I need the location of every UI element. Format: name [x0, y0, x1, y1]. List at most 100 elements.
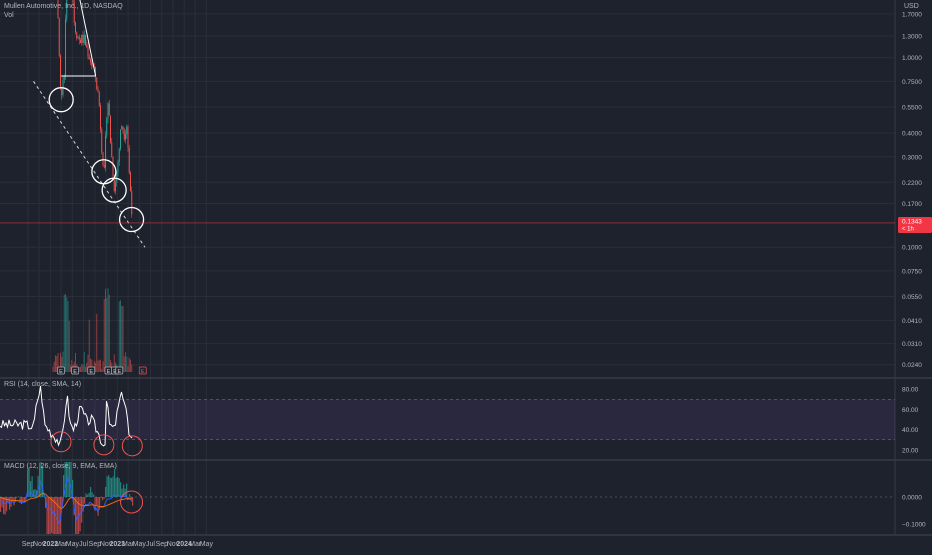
macd-histogram-bar	[37, 475, 39, 497]
candle-body	[117, 162, 119, 173]
candle-body	[98, 92, 100, 106]
volume-bar	[61, 357, 63, 372]
volume-bar	[97, 360, 99, 372]
candle-body	[77, 37, 79, 39]
macd-tick-label: −0.1000	[902, 522, 926, 529]
macd-histogram-bar	[117, 476, 119, 497]
candle-body	[91, 62, 93, 66]
macd-histogram-bar	[58, 497, 60, 534]
candle-body	[100, 105, 101, 130]
earnings-marker[interactable]	[57, 366, 65, 375]
macd-histogram-bar	[112, 476, 114, 497]
earnings-marker-label: E	[73, 369, 77, 375]
annotation-circle[interactable]	[118, 206, 145, 233]
earnings-marker[interactable]	[115, 366, 124, 375]
volume-bar	[85, 366, 86, 372]
macd-histogram-bar	[85, 493, 87, 497]
macd-histogram-bar	[93, 494, 95, 497]
macd-histogram-bar	[114, 469, 116, 497]
volume-bar	[81, 363, 83, 372]
macd-histogram-bar	[16, 497, 18, 498]
trendline-resistance[interactable]	[66, 0, 97, 77]
macd-histogram-bar	[100, 497, 102, 498]
candle-body	[105, 135, 106, 168]
macd-histogram-bar	[57, 497, 59, 534]
price-tick-label: 0.7500	[902, 79, 922, 86]
time-axis-label: Nov	[100, 541, 113, 548]
candle-body	[125, 134, 126, 140]
annotation-circle[interactable]	[48, 87, 74, 113]
annotation-circle[interactable]	[101, 177, 127, 203]
candle-body	[118, 148, 120, 163]
rsi-legend[interactable]: RSI (14, close, SMA, 14)	[4, 381, 85, 388]
rsi-annotation-circle[interactable]	[93, 434, 115, 456]
volume-bar	[103, 298, 105, 372]
macd-histogram-bar	[109, 477, 111, 497]
macd-histogram-bar	[39, 462, 41, 497]
volume-bar	[90, 358, 91, 372]
macd-histogram-bar	[69, 462, 71, 497]
volume-bar	[122, 306, 124, 372]
volume-bar	[63, 294, 65, 372]
volume-bar	[93, 360, 95, 372]
macd-histogram-bar	[99, 497, 101, 509]
price-tick-label: 0.0310	[902, 341, 922, 348]
macd-histogram-bar	[49, 497, 51, 534]
macd-histogram-bar	[82, 497, 84, 512]
volume-bar	[62, 351, 64, 372]
volume-bar	[95, 362, 96, 372]
macd-histogram-bar	[63, 474, 65, 497]
time-axis-label: Nov	[167, 541, 180, 548]
candle-body	[126, 126, 128, 135]
candle-body	[96, 77, 98, 89]
time-axis-label: Nov	[33, 541, 46, 548]
macd-histogram-bar	[31, 476, 33, 497]
candle-body	[107, 103, 109, 119]
earnings-marker[interactable]	[71, 366, 79, 375]
macd-line	[0, 476, 133, 525]
macd-annotation-circle[interactable]	[120, 490, 144, 514]
time-axis-label: Jul	[79, 541, 88, 548]
candle-body	[103, 164, 105, 168]
rsi-annotation-circle[interactable]	[121, 435, 143, 457]
symbol-legend[interactable]: Mullen Automotive, Inc., 1D, NASDAQ	[4, 3, 127, 10]
macd-histogram-bar	[120, 482, 122, 497]
volume-bar	[67, 301, 69, 372]
macd-histogram-bar	[33, 489, 35, 497]
volume-legend[interactable]: Vol	[4, 12, 18, 19]
candle-body	[76, 32, 78, 39]
time-axis-label: Mar	[55, 541, 68, 548]
macd-legend[interactable]: MACD (12, 26, close, 9, EMA, EMA)	[4, 463, 121, 470]
volume-bar	[87, 354, 89, 372]
candle-body	[115, 182, 116, 192]
macd-histogram-bar	[103, 497, 105, 499]
candle-body	[81, 34, 83, 43]
earnings-marker-label: E	[117, 369, 121, 375]
candle-body	[83, 34, 85, 43]
macd-histogram-bar	[123, 484, 125, 497]
volume-bar	[86, 362, 88, 372]
volume-bar	[70, 365, 71, 372]
volume-bar	[121, 305, 123, 372]
volume-bar	[83, 351, 85, 372]
macd-histogram-bar	[42, 466, 44, 497]
rsi-annotation-circle[interactable]	[50, 431, 72, 453]
earnings-marker[interactable]	[87, 366, 96, 375]
rsi-tick-label: 20.00	[902, 447, 919, 454]
macd-histogram-bar	[105, 486, 107, 497]
price-tick-label: 0.1000	[902, 245, 922, 252]
macd-histogram-bar	[64, 462, 66, 497]
volume-bar	[130, 359, 131, 372]
time-axis-label: Mar	[189, 541, 202, 548]
volume-bar	[100, 360, 101, 372]
price-tick-label: 1.0000	[902, 55, 922, 62]
macd-histogram-bar	[130, 497, 132, 500]
volume-bar	[52, 366, 54, 372]
volume-bar	[105, 288, 106, 372]
macd-histogram-bar	[91, 492, 93, 497]
price-tick-label: 0.1700	[902, 201, 922, 208]
volume-bar	[96, 313, 98, 372]
earnings-marker[interactable]	[138, 366, 147, 375]
